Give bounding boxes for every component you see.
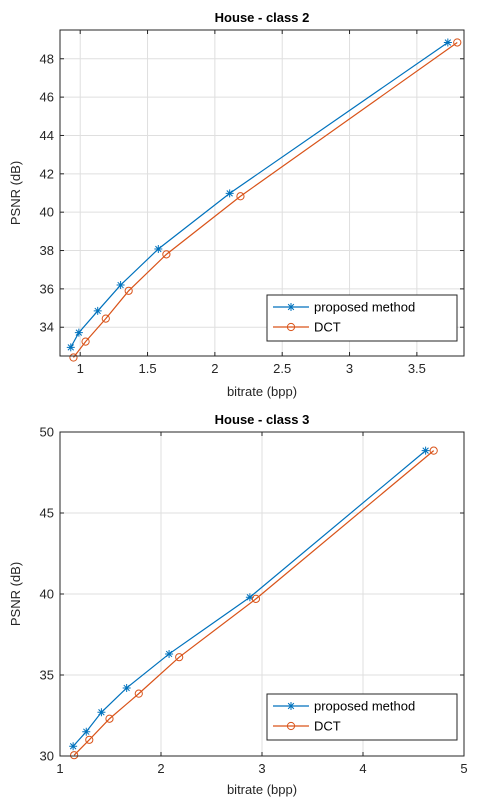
legend: proposed method DCT xyxy=(266,294,458,342)
y-tick-label: 45 xyxy=(40,506,54,521)
series-dct xyxy=(69,38,462,362)
legend-marker xyxy=(287,303,295,311)
legend-box xyxy=(266,294,458,342)
y-tick-label: 35 xyxy=(40,668,54,683)
series-proposed-method xyxy=(69,446,430,751)
series-line xyxy=(72,41,458,358)
data-point xyxy=(70,751,79,760)
x-tick-label: 1 xyxy=(56,761,63,776)
data-point xyxy=(162,250,171,259)
legend-label: proposed method xyxy=(314,300,415,315)
legend-entry-proposed-method: proposed method xyxy=(273,699,415,714)
x-tick-label: 3 xyxy=(346,361,353,376)
data-point xyxy=(154,244,163,253)
axes-box xyxy=(59,29,465,357)
y-axis-label: PSNR (dB) xyxy=(8,161,23,225)
legend-box xyxy=(266,693,458,741)
y-tick-label: 38 xyxy=(40,243,54,258)
x-axis-label: bitrate (bpp) xyxy=(227,782,297,797)
y-tick-label: 46 xyxy=(40,90,54,105)
legend-marker xyxy=(287,702,295,710)
x-tick-label: 5 xyxy=(460,761,467,776)
data-point xyxy=(134,689,143,698)
x-tick-label: 2.5 xyxy=(273,361,291,376)
data-point xyxy=(93,306,102,315)
x-tick-label: 1.5 xyxy=(138,361,156,376)
data-point xyxy=(429,446,438,455)
series-line xyxy=(73,450,435,756)
legend: proposed method DCT xyxy=(266,693,458,741)
x-tick-label: 2 xyxy=(211,361,218,376)
data-point xyxy=(175,653,184,662)
chart-panel-1: 1 1.5 2 2.5 3 3.5 34 36 38 40 42 44 46 48 House - clas… xyxy=(8,10,465,399)
data-point xyxy=(225,189,234,198)
data-point xyxy=(85,735,94,744)
y-tick-label: 48 xyxy=(40,51,54,66)
legend-label: proposed method xyxy=(314,699,415,714)
legend-entry-dct: DCT xyxy=(273,320,341,335)
legend-entry-proposed-method: proposed method xyxy=(273,300,415,315)
chart-title: House - class 3 xyxy=(215,412,310,427)
data-point xyxy=(245,593,254,602)
legend-marker xyxy=(286,721,296,731)
data-point xyxy=(453,38,462,47)
x-axis-label: bitrate (bpp) xyxy=(227,384,297,399)
y-tick-label: 50 xyxy=(40,425,54,440)
data-point xyxy=(69,353,78,362)
y-tick-label: 36 xyxy=(40,281,54,296)
legend-label: DCT xyxy=(314,320,341,335)
y-tick-label: 34 xyxy=(40,320,54,335)
data-point xyxy=(101,314,110,323)
x-tick-label: 4 xyxy=(359,761,366,776)
chart-title: House - class 2 xyxy=(215,10,310,25)
x-tick-label: 3 xyxy=(258,761,265,776)
x-tick-label: 2 xyxy=(157,761,164,776)
y-axis-label: PSNR (dB) xyxy=(8,562,23,626)
data-point xyxy=(82,727,91,736)
y-tick-label: 42 xyxy=(40,166,54,181)
y-tick-label: 44 xyxy=(40,128,54,143)
data-point xyxy=(97,708,106,717)
y-tick-label: 30 xyxy=(40,749,54,764)
y-tick-label: 40 xyxy=(40,205,54,220)
x-tick-label: 3.5 xyxy=(408,361,426,376)
data-point xyxy=(69,742,78,751)
series-proposed-method xyxy=(66,38,452,352)
data-point xyxy=(74,328,83,337)
data-point xyxy=(122,683,131,692)
data-point xyxy=(443,38,452,47)
data-point xyxy=(251,594,261,603)
data-point xyxy=(421,446,430,455)
y-tick-label: 40 xyxy=(40,587,54,602)
data-point xyxy=(165,649,174,658)
x-tick-label: 1 xyxy=(77,361,84,376)
legend-marker xyxy=(286,322,296,332)
series-dct xyxy=(70,446,438,760)
data-point xyxy=(105,714,114,723)
data-point xyxy=(236,192,245,201)
data-point xyxy=(116,281,125,290)
data-point xyxy=(81,337,90,346)
data-point xyxy=(66,343,75,352)
legend-label: DCT xyxy=(314,719,341,734)
legend-entry-dct: DCT xyxy=(273,719,341,734)
data-point xyxy=(124,286,133,295)
